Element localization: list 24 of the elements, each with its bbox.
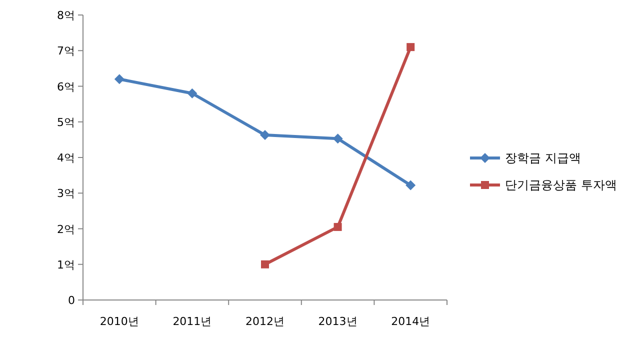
point bbox=[260, 130, 270, 140]
point bbox=[406, 180, 416, 190]
y-tick-label: 2억 bbox=[57, 222, 75, 236]
y-tick-label: 6억 bbox=[57, 80, 75, 94]
y-tick-label: 7억 bbox=[57, 44, 75, 58]
y-tick-label: 1억 bbox=[57, 258, 75, 272]
y-tick-label: 3억 bbox=[57, 187, 75, 200]
x-tick-label: 2011년 bbox=[172, 315, 212, 328]
x-tick-label: 2010년 bbox=[100, 315, 139, 328]
y-tick-label: 0 bbox=[68, 294, 75, 307]
legend-label: 장학금 지급액 bbox=[505, 151, 581, 165]
y-tick-label: 4억 bbox=[57, 152, 75, 164]
y-tick-label: 5억 bbox=[57, 116, 75, 129]
point bbox=[114, 74, 124, 84]
y-tick-label: 8억 bbox=[57, 9, 75, 22]
legend-label: 단기금융상품 투자액 bbox=[505, 178, 617, 192]
point bbox=[187, 88, 198, 98]
point bbox=[261, 260, 269, 268]
point bbox=[332, 134, 343, 144]
point bbox=[406, 43, 415, 52]
x-tick-label: 2012년 bbox=[246, 315, 284, 328]
point bbox=[334, 222, 342, 231]
x-tick-label: 2013년 bbox=[318, 315, 358, 328]
x-tick-label: 2014년 bbox=[391, 315, 430, 328]
